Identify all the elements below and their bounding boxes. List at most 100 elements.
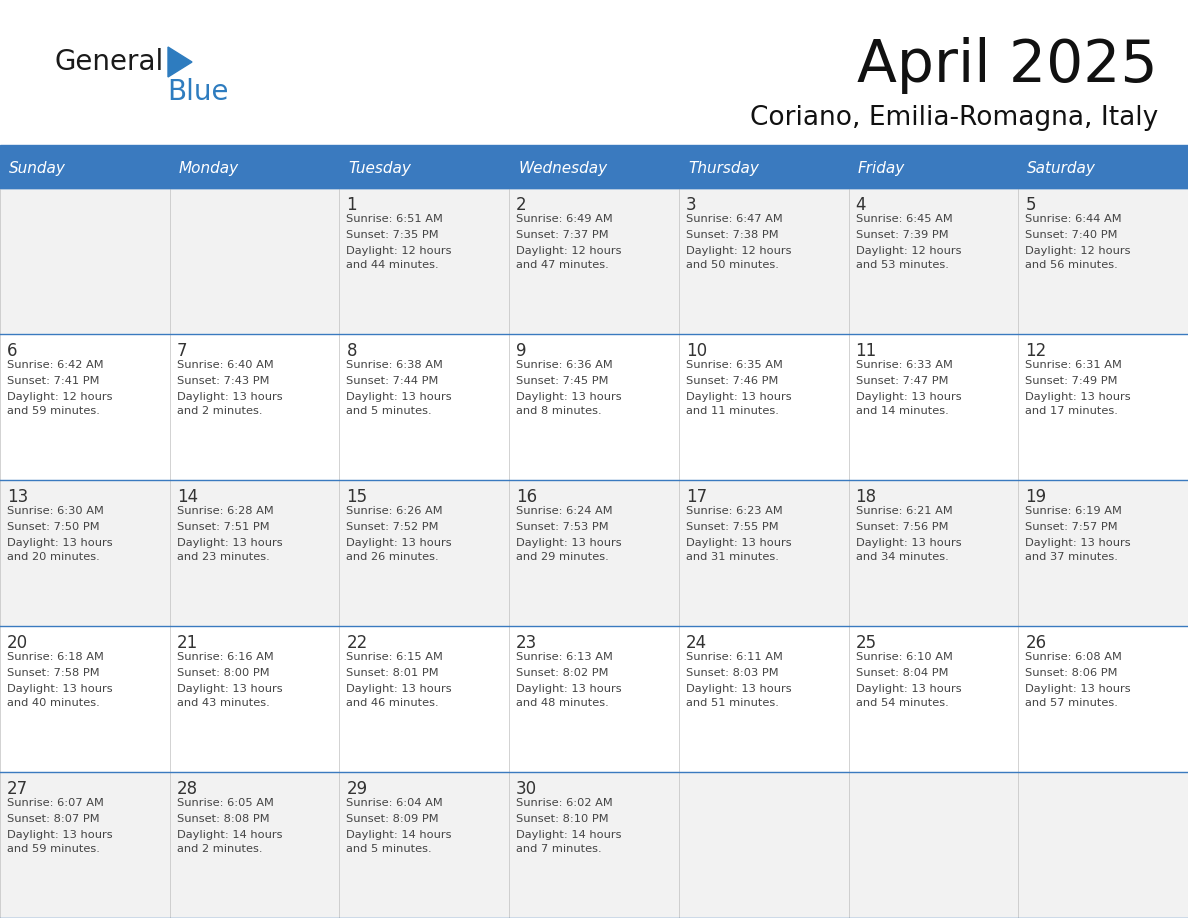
Text: Sunrise: 6:51 AM: Sunrise: 6:51 AM xyxy=(347,214,443,224)
Text: 15: 15 xyxy=(347,488,367,506)
Text: Daylight: 13 hours: Daylight: 13 hours xyxy=(855,684,961,694)
Text: 23: 23 xyxy=(516,634,537,652)
Text: Sunset: 8:04 PM: Sunset: 8:04 PM xyxy=(855,668,948,678)
Text: and 43 minutes.: and 43 minutes. xyxy=(177,698,270,708)
Text: and 20 minutes.: and 20 minutes. xyxy=(7,552,100,562)
Text: and 8 minutes.: and 8 minutes. xyxy=(516,406,602,416)
Text: Sunrise: 6:11 AM: Sunrise: 6:11 AM xyxy=(685,652,783,662)
Bar xyxy=(340,150,510,188)
Text: Sunset: 8:01 PM: Sunset: 8:01 PM xyxy=(347,668,440,678)
Text: 16: 16 xyxy=(516,488,537,506)
Text: Daylight: 13 hours: Daylight: 13 hours xyxy=(1025,392,1131,402)
Text: Sunrise: 6:45 AM: Sunrise: 6:45 AM xyxy=(855,214,953,224)
Text: General: General xyxy=(55,48,164,76)
Text: Sunset: 7:53 PM: Sunset: 7:53 PM xyxy=(516,522,608,532)
Text: Tuesday: Tuesday xyxy=(348,162,411,176)
Text: Sunset: 8:10 PM: Sunset: 8:10 PM xyxy=(516,814,608,824)
Text: Sunrise: 6:26 AM: Sunrise: 6:26 AM xyxy=(347,506,443,516)
Text: Daylight: 13 hours: Daylight: 13 hours xyxy=(347,392,453,402)
Text: 24: 24 xyxy=(685,634,707,652)
Text: April 2025: April 2025 xyxy=(858,37,1158,94)
Text: and 59 minutes.: and 59 minutes. xyxy=(7,844,100,854)
Text: Sunrise: 6:31 AM: Sunrise: 6:31 AM xyxy=(1025,360,1123,370)
Text: Monday: Monday xyxy=(178,162,239,176)
Text: Sunset: 7:39 PM: Sunset: 7:39 PM xyxy=(855,230,948,240)
Text: Sunday: Sunday xyxy=(10,162,65,176)
Text: Blue: Blue xyxy=(168,78,228,106)
Text: 26: 26 xyxy=(1025,634,1047,652)
Text: Sunrise: 6:05 AM: Sunrise: 6:05 AM xyxy=(177,798,273,808)
Text: and 2 minutes.: and 2 minutes. xyxy=(177,844,263,854)
Text: 10: 10 xyxy=(685,342,707,360)
Text: Sunset: 7:58 PM: Sunset: 7:58 PM xyxy=(7,668,100,678)
Text: Daylight: 13 hours: Daylight: 13 hours xyxy=(516,538,621,548)
Text: Daylight: 14 hours: Daylight: 14 hours xyxy=(177,830,283,840)
Text: Sunset: 7:41 PM: Sunset: 7:41 PM xyxy=(7,376,100,386)
Text: Sunset: 8:02 PM: Sunset: 8:02 PM xyxy=(516,668,608,678)
Text: 1: 1 xyxy=(347,196,358,214)
Bar xyxy=(848,150,1018,188)
Text: 11: 11 xyxy=(855,342,877,360)
Text: Sunrise: 6:15 AM: Sunrise: 6:15 AM xyxy=(347,652,443,662)
Text: 3: 3 xyxy=(685,196,696,214)
Text: Daylight: 13 hours: Daylight: 13 hours xyxy=(855,392,961,402)
Text: Sunrise: 6:28 AM: Sunrise: 6:28 AM xyxy=(177,506,273,516)
Text: Sunrise: 6:08 AM: Sunrise: 6:08 AM xyxy=(1025,652,1123,662)
Text: Daylight: 13 hours: Daylight: 13 hours xyxy=(177,684,283,694)
Text: 28: 28 xyxy=(177,780,198,798)
Text: and 51 minutes.: and 51 minutes. xyxy=(685,698,778,708)
Text: Sunrise: 6:07 AM: Sunrise: 6:07 AM xyxy=(7,798,103,808)
Text: Sunset: 7:51 PM: Sunset: 7:51 PM xyxy=(177,522,270,532)
Text: and 47 minutes.: and 47 minutes. xyxy=(516,260,609,270)
Text: Daylight: 12 hours: Daylight: 12 hours xyxy=(855,246,961,256)
Text: Sunrise: 6:19 AM: Sunrise: 6:19 AM xyxy=(1025,506,1123,516)
Text: Sunset: 7:40 PM: Sunset: 7:40 PM xyxy=(1025,230,1118,240)
Text: and 40 minutes.: and 40 minutes. xyxy=(7,698,100,708)
Text: Sunset: 8:00 PM: Sunset: 8:00 PM xyxy=(177,668,270,678)
Text: Daylight: 12 hours: Daylight: 12 hours xyxy=(7,392,113,402)
Text: Daylight: 13 hours: Daylight: 13 hours xyxy=(7,830,113,840)
Text: Saturday: Saturday xyxy=(1028,162,1097,176)
Text: and 46 minutes.: and 46 minutes. xyxy=(347,698,440,708)
Text: and 5 minutes.: and 5 minutes. xyxy=(347,844,432,854)
Text: and 48 minutes.: and 48 minutes. xyxy=(516,698,609,708)
Text: 21: 21 xyxy=(177,634,198,652)
Text: Sunset: 7:56 PM: Sunset: 7:56 PM xyxy=(855,522,948,532)
Text: Sunset: 7:46 PM: Sunset: 7:46 PM xyxy=(685,376,778,386)
Text: and 29 minutes.: and 29 minutes. xyxy=(516,552,609,562)
Text: Daylight: 13 hours: Daylight: 13 hours xyxy=(1025,538,1131,548)
Text: Daylight: 14 hours: Daylight: 14 hours xyxy=(516,830,621,840)
Text: and 54 minutes.: and 54 minutes. xyxy=(855,698,948,708)
Text: Daylight: 13 hours: Daylight: 13 hours xyxy=(1025,684,1131,694)
Text: and 57 minutes.: and 57 minutes. xyxy=(1025,698,1118,708)
Text: and 11 minutes.: and 11 minutes. xyxy=(685,406,778,416)
Text: Friday: Friday xyxy=(858,162,905,176)
Text: and 5 minutes.: and 5 minutes. xyxy=(347,406,432,416)
Text: and 53 minutes.: and 53 minutes. xyxy=(855,260,948,270)
Text: Sunset: 7:47 PM: Sunset: 7:47 PM xyxy=(855,376,948,386)
Text: 29: 29 xyxy=(347,780,367,798)
Text: 30: 30 xyxy=(516,780,537,798)
Text: Sunset: 7:45 PM: Sunset: 7:45 PM xyxy=(516,376,608,386)
Text: Sunrise: 6:02 AM: Sunrise: 6:02 AM xyxy=(516,798,613,808)
Text: Sunrise: 6:44 AM: Sunrise: 6:44 AM xyxy=(1025,214,1121,224)
Text: Sunrise: 6:36 AM: Sunrise: 6:36 AM xyxy=(516,360,613,370)
Text: Sunset: 7:38 PM: Sunset: 7:38 PM xyxy=(685,230,778,240)
Text: Sunrise: 6:30 AM: Sunrise: 6:30 AM xyxy=(7,506,103,516)
Text: and 34 minutes.: and 34 minutes. xyxy=(855,552,948,562)
Text: 5: 5 xyxy=(1025,196,1036,214)
Bar xyxy=(0,480,1188,626)
Text: Coriano, Emilia-Romagna, Italy: Coriano, Emilia-Romagna, Italy xyxy=(750,105,1158,131)
Text: Sunrise: 6:18 AM: Sunrise: 6:18 AM xyxy=(7,652,103,662)
Text: Sunrise: 6:42 AM: Sunrise: 6:42 AM xyxy=(7,360,103,370)
Text: 4: 4 xyxy=(855,196,866,214)
Text: and 23 minutes.: and 23 minutes. xyxy=(177,552,270,562)
Text: Daylight: 13 hours: Daylight: 13 hours xyxy=(685,392,791,402)
Text: 25: 25 xyxy=(855,634,877,652)
Text: Sunset: 8:06 PM: Sunset: 8:06 PM xyxy=(1025,668,1118,678)
Text: Sunset: 8:09 PM: Sunset: 8:09 PM xyxy=(347,814,440,824)
Text: and 14 minutes.: and 14 minutes. xyxy=(855,406,948,416)
Bar xyxy=(678,150,848,188)
Text: Sunrise: 6:04 AM: Sunrise: 6:04 AM xyxy=(347,798,443,808)
Text: Sunrise: 6:10 AM: Sunrise: 6:10 AM xyxy=(855,652,953,662)
